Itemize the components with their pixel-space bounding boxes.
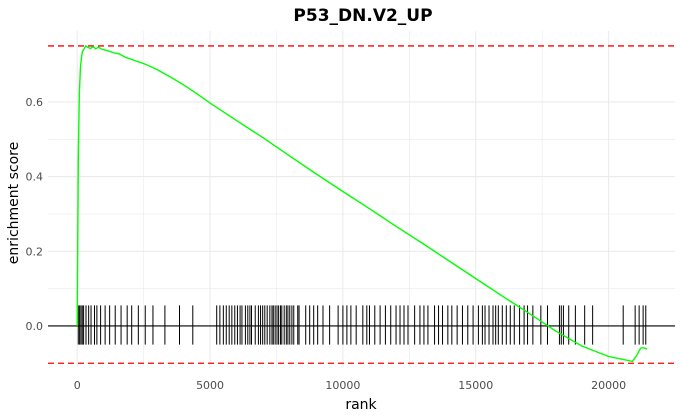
x-tick-label: 0: [74, 379, 81, 392]
y-tick-label: 0.0: [26, 320, 44, 333]
x-axis-ticks: 0 5000 10000 15000 20000: [74, 379, 626, 392]
x-tick-label: 10000: [325, 379, 360, 392]
y-tick-label: 0.2: [26, 245, 44, 258]
enrichment-curve: [76, 44, 648, 363]
x-axis-label: rank: [345, 397, 377, 413]
gene-hit-markers: [77, 305, 647, 345]
y-axis-ticks: 0.0 0.2 0.4 0.6: [26, 96, 44, 333]
gridlines: [48, 31, 675, 367]
threshold-lines: [48, 45, 675, 364]
x-tick-label: 20000: [591, 379, 626, 392]
x-tick-label: 15000: [458, 379, 493, 392]
y-tick-label: 0.6: [26, 96, 44, 109]
x-tick-label: 5000: [196, 379, 224, 392]
y-axis-label: enrichment score: [6, 142, 22, 264]
y-tick-label: 0.4: [26, 171, 44, 184]
chart-title: P53_DN.V2_UP: [293, 6, 432, 26]
